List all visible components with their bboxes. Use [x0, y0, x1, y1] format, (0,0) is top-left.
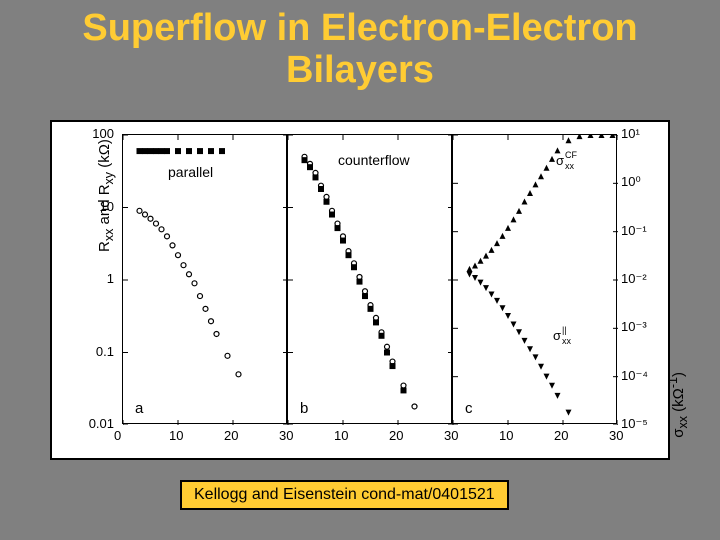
- y-tick-label: 10: [100, 199, 114, 214]
- slide-title: Superflow in Electron-Electron Bilayers: [0, 0, 720, 92]
- y-tick-label: 0.01: [89, 416, 114, 431]
- svg-text:c: c: [465, 400, 473, 417]
- y-tick-label-right: 10⁻³: [621, 319, 647, 335]
- y-axis-label-left: Rxx and Rxy (kΩ): [96, 139, 116, 252]
- svg-text:b: b: [300, 400, 308, 417]
- svg-text:||: ||: [562, 325, 567, 335]
- x-tick-label: 10: [334, 428, 348, 443]
- y-tick-label: 0.1: [96, 344, 114, 359]
- chart-panel-c: cσCFxxσ||xx: [452, 134, 617, 424]
- y-tick-label-right: 10⁰: [621, 174, 641, 190]
- svg-text:counterflow: counterflow: [338, 152, 410, 168]
- x-tick-label: 30: [444, 428, 458, 443]
- svg-text:xx: xx: [565, 161, 575, 171]
- y-tick-label: 100: [92, 126, 114, 141]
- chart-figure: Rxx and Rxy (kΩ) σxx (kΩ-1) aparallelbco…: [50, 120, 670, 460]
- x-tick-label: 30: [609, 428, 623, 443]
- slide: Superflow in Electron-Electron Bilayers …: [0, 0, 720, 540]
- svg-text:σ: σ: [556, 153, 564, 168]
- y-tick-label-right: 10¹: [621, 126, 640, 141]
- svg-text:CF: CF: [565, 150, 577, 160]
- svg-text:a: a: [135, 400, 144, 417]
- svg-text:parallel: parallel: [168, 164, 213, 180]
- chart-panel-b: b counterflow: [287, 134, 452, 424]
- x-tick-label: 30: [279, 428, 293, 443]
- svg-text:σ: σ: [553, 328, 561, 343]
- y-tick-label: 1: [107, 271, 114, 286]
- chart-panel-a: a parallel: [122, 134, 287, 424]
- x-tick-label: 20: [224, 428, 238, 443]
- x-tick-label: 20: [554, 428, 568, 443]
- chart-panels: aparallelbcounterflowcσCFxxσ||xx: [122, 134, 617, 424]
- x-tick-label: 0: [114, 428, 121, 443]
- citation-caption: Kellogg and Eisenstein cond-mat/0401521: [180, 480, 509, 510]
- x-tick-label: 20: [389, 428, 403, 443]
- svg-text:xx: xx: [562, 336, 572, 346]
- x-tick-label: 10: [169, 428, 183, 443]
- x-tick-label: 10: [499, 428, 513, 443]
- y-tick-label-right: 10⁻²: [621, 271, 647, 287]
- y-tick-label-right: 10⁻¹: [621, 223, 647, 239]
- y-tick-label-right: 10⁻⁴: [621, 368, 648, 384]
- y-tick-label-right: 10⁻⁵: [621, 416, 648, 432]
- y-axis-label-right: σxx (kΩ-1): [666, 372, 690, 438]
